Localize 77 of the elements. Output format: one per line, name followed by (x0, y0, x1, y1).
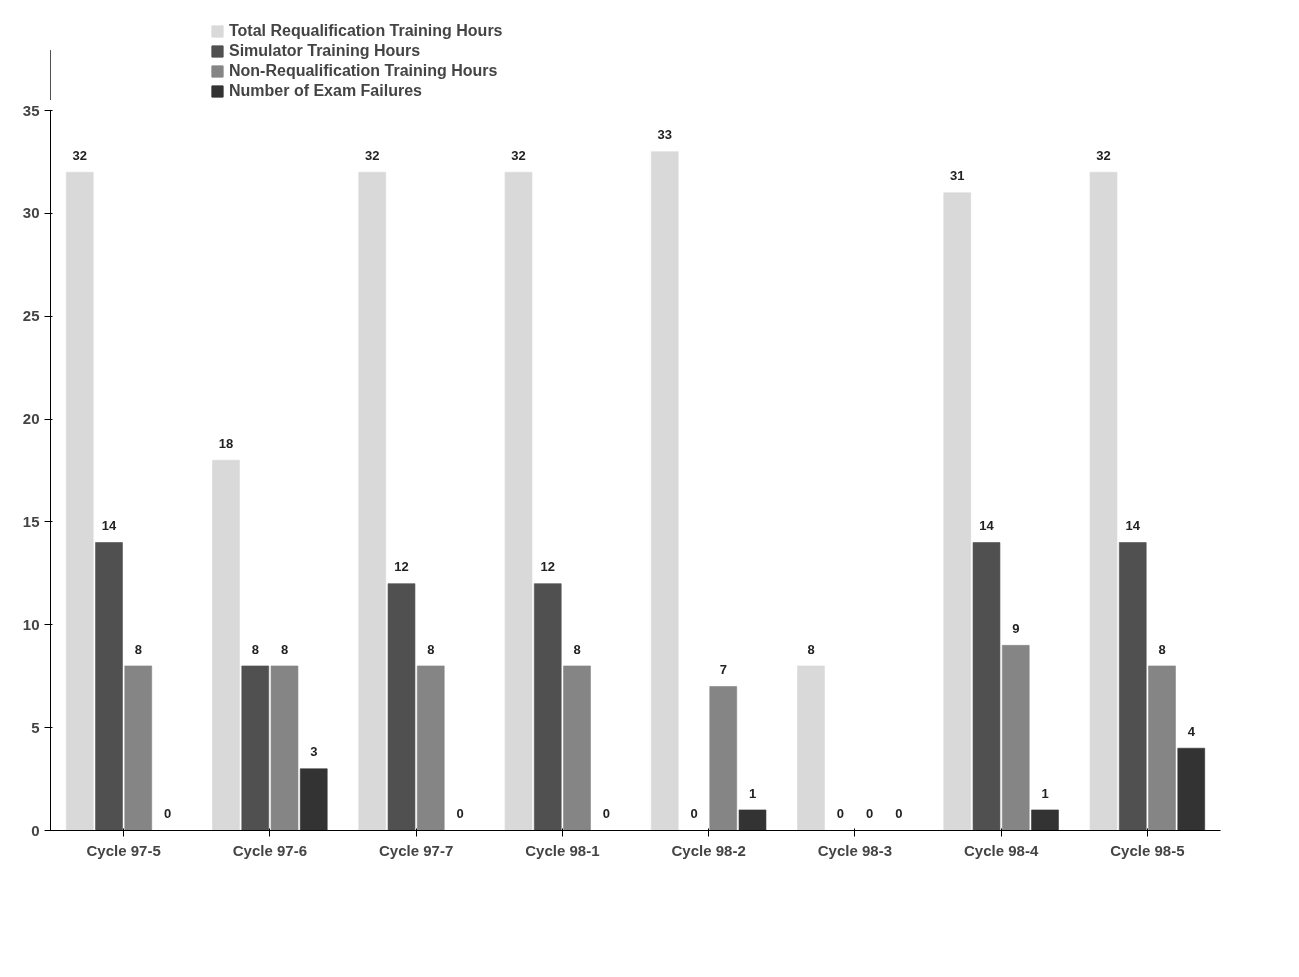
y-tick-label: 35 (22, 101, 40, 119)
bar (972, 542, 1001, 831)
y-tick-label: 20 (22, 410, 40, 428)
data-label: 14 (101, 518, 117, 534)
data-label: 12 (394, 559, 409, 575)
bar (387, 583, 416, 831)
data-label: 18 (218, 435, 234, 451)
bar (563, 665, 591, 831)
data-label: 7 (719, 662, 727, 678)
bar (797, 665, 825, 831)
legend-label: Non-Requalification Training Hours (229, 62, 498, 80)
data-label: 32 (365, 147, 380, 163)
data-label: 8 (427, 641, 435, 657)
data-label: 0 (895, 806, 903, 822)
x-tick-label: Cycle 98-3 (817, 841, 892, 859)
legend-label: Simulator Training Hours (229, 42, 421, 60)
data-label: 4 (1187, 723, 1196, 739)
y-tick-label: 0 (31, 821, 40, 839)
bar (1177, 747, 1205, 831)
bar (241, 665, 269, 831)
data-label: 12 (540, 559, 555, 575)
data-label: 8 (134, 641, 142, 657)
data-label: 0 (456, 806, 464, 822)
legend-label: Total Requalification Training Hours (229, 22, 503, 40)
data-label: 8 (280, 641, 289, 657)
bar (650, 151, 679, 831)
data-label: 9 (1012, 621, 1020, 637)
bar (417, 665, 445, 831)
data-label: 32 (511, 147, 526, 163)
bar (65, 171, 94, 831)
x-tick-label: Cycle 97-7 (379, 841, 454, 859)
data-label: 33 (657, 127, 672, 143)
data-label: 1 (1041, 785, 1049, 801)
x-tick-label: Cycle 98-5 (1110, 841, 1185, 859)
data-label: 3 (310, 744, 318, 760)
bar (1089, 171, 1118, 831)
bar (1148, 665, 1176, 831)
legend-label: Number of Exam Failures (229, 82, 422, 100)
data-label: 0 (865, 806, 874, 822)
x-tick-label: Cycle 98-2 (671, 841, 746, 859)
y-tick-label: 25 (22, 307, 40, 325)
data-label: 0 (602, 806, 610, 822)
bar (1031, 809, 1059, 831)
bar (533, 583, 562, 831)
data-label: 0 (163, 806, 172, 822)
data-label: 0 (690, 806, 698, 822)
x-tick-label: Cycle 98-4 (964, 841, 1039, 859)
data-label: 14 (1125, 518, 1141, 534)
x-tick-label: Cycle 98-1 (525, 841, 600, 859)
bar (709, 686, 738, 831)
data-label: 14 (979, 518, 995, 534)
y-tick-label: 15 (22, 512, 40, 530)
bar (95, 542, 123, 831)
y-tick-label: 5 (31, 718, 40, 736)
bar (124, 665, 153, 831)
data-label: 8 (807, 641, 815, 657)
data-label: 32 (1096, 147, 1111, 163)
data-label: 1 (748, 785, 757, 801)
x-tick-label: Cycle 97-5 (86, 841, 161, 859)
bar (212, 459, 240, 831)
data-label: 8 (1158, 641, 1166, 657)
data-label: 0 (836, 806, 844, 822)
bar (358, 171, 386, 831)
bar (270, 665, 299, 831)
data-label: 8 (573, 641, 581, 657)
x-tick-label: Cycle 97-6 (232, 841, 307, 859)
bar (1001, 645, 1030, 831)
bar (1119, 542, 1147, 831)
y-tick-label: 30 (22, 204, 40, 222)
bar (738, 809, 767, 831)
bar (300, 768, 328, 831)
bar (943, 192, 972, 831)
bar (504, 171, 533, 831)
data-label: 8 (251, 641, 259, 657)
data-label: 32 (72, 147, 87, 163)
data-label: 31 (950, 168, 965, 184)
y-tick-label: 10 (22, 615, 40, 633)
